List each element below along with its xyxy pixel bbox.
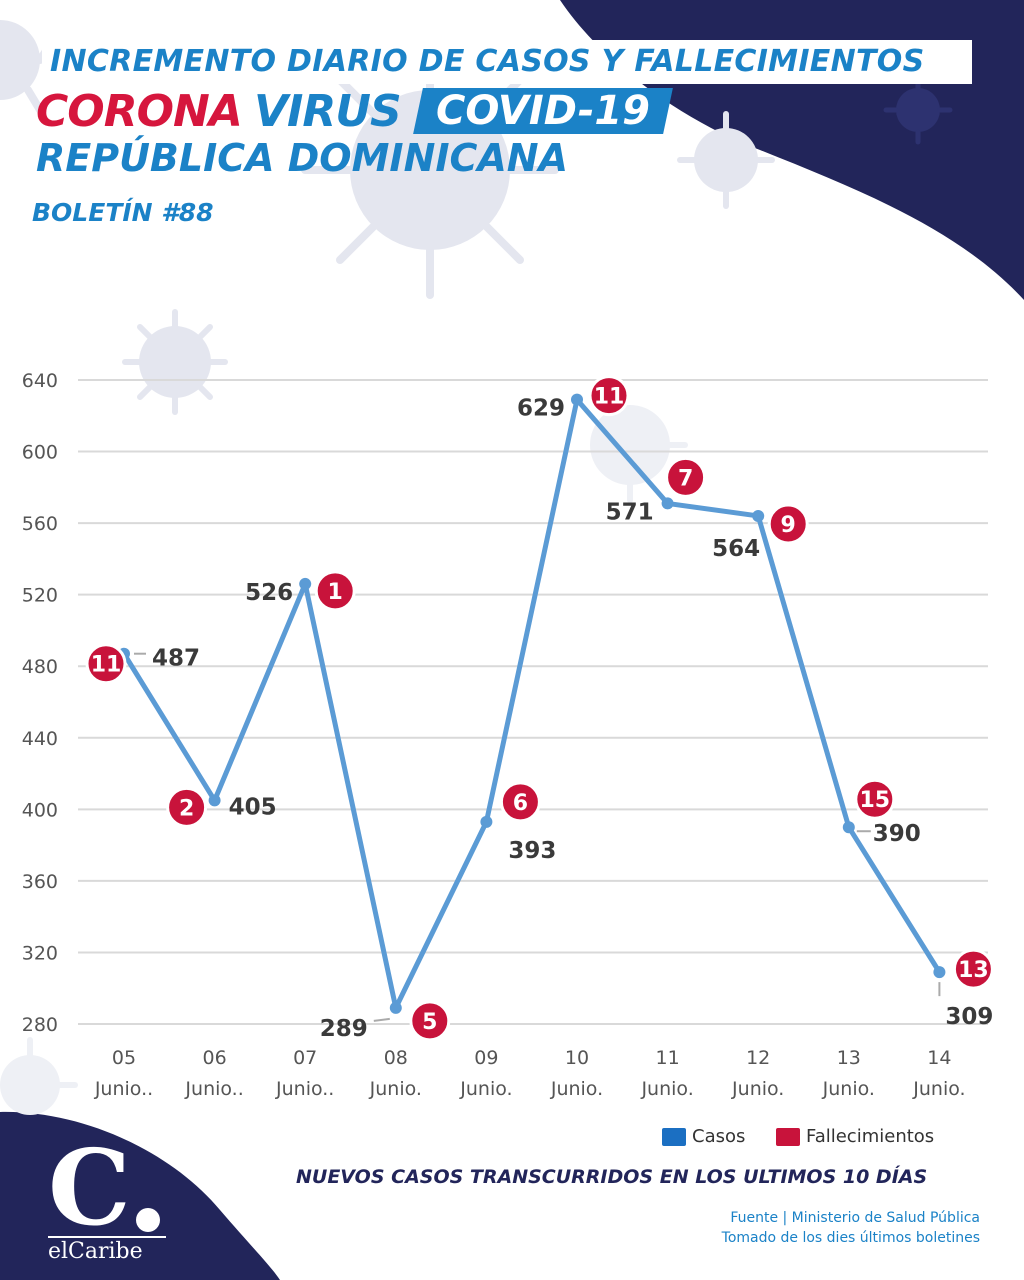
- virus-icon-right: [677, 111, 775, 209]
- country-heading: REPÚBLICA DOMINICANA: [36, 136, 569, 180]
- death-badge: [499, 781, 541, 823]
- case-data-label: 629: [517, 396, 565, 422]
- death-badge: [166, 786, 208, 828]
- cases-point: [571, 393, 583, 406]
- cases-point: [842, 821, 855, 834]
- death-data-label: 11: [594, 385, 625, 410]
- cases-point: [752, 509, 765, 522]
- death-data-label: 5: [422, 1010, 437, 1035]
- x-tick-label-day: 06: [203, 1047, 227, 1069]
- elcaribe-logo-letter: C: [48, 1126, 131, 1249]
- y-tick-label: 360: [22, 871, 58, 893]
- y-tick-label: 440: [22, 728, 58, 750]
- x-tick-label-day: 12: [746, 1047, 770, 1069]
- death-data-label: 9: [781, 513, 796, 538]
- y-tick-label: 560: [22, 513, 58, 535]
- virus-icon-navy: [883, 75, 953, 145]
- death-data-label: 11: [91, 653, 122, 678]
- case-data-label: 393: [508, 838, 556, 864]
- source-note: Tomado de los dies últimos boletines: [721, 1230, 980, 1246]
- x-tick-label-day: 09: [474, 1047, 498, 1069]
- x-tick-label-month: Junio.: [369, 1078, 422, 1100]
- x-tick-label-month: Junio..: [275, 1078, 334, 1100]
- y-tick-label: 640: [22, 370, 58, 392]
- source-credit: Fuente | Ministerio de Salud Pública: [730, 1210, 980, 1226]
- cases-point: [933, 966, 946, 979]
- x-tick-label-day: 08: [384, 1047, 408, 1069]
- death-badge: [314, 570, 356, 612]
- x-tick-label-day: 07: [293, 1047, 317, 1069]
- x-tick-label-month: Junio.: [822, 1078, 875, 1100]
- case-data-label: 564: [712, 536, 760, 562]
- coronavirus-banner: CORONA VIRUS COVID-19: [36, 86, 673, 138]
- cases-point: [299, 577, 312, 590]
- death-badge: [409, 1000, 451, 1042]
- virus-icon-chart-bg: [590, 405, 688, 503]
- x-tick-label-month: Junio..: [184, 1078, 243, 1100]
- elcaribe-logo-wordmark: elCaribe: [48, 1236, 166, 1266]
- chart-caption: NUEVOS CASOS TRANSCURRIDOS EN LOS ULTIMO…: [296, 1166, 928, 1188]
- legend-label-cases: Casos: [692, 1126, 746, 1147]
- case-data-label: 526: [245, 580, 293, 606]
- x-tick-label-day: 13: [837, 1047, 861, 1069]
- death-data-label: 6: [513, 791, 528, 816]
- x-tick-label-day: 10: [565, 1047, 589, 1069]
- cases-point: [661, 497, 674, 510]
- death-data-label: 2: [179, 796, 194, 821]
- x-tick-label-month: Junio.: [459, 1078, 512, 1100]
- x-tick-label-month: Junio..: [94, 1078, 153, 1100]
- legend-swatch-deaths: [776, 1128, 800, 1146]
- y-tick-label: 480: [22, 656, 58, 678]
- virus-icon-bottom: [0, 1037, 78, 1115]
- y-tick-label: 520: [22, 585, 58, 607]
- death-data-label: 13: [958, 958, 989, 983]
- cases-point: [389, 1001, 402, 1014]
- case-label-leader: [373, 1017, 390, 1022]
- y-tick-label: 320: [22, 942, 58, 964]
- y-tick-label: 600: [22, 442, 58, 464]
- death-badge: [952, 948, 994, 990]
- y-tick-label: 400: [22, 799, 58, 821]
- case-data-label: 487: [152, 646, 200, 672]
- legend-label-deaths: Fallecimientos: [806, 1126, 935, 1147]
- death-data-label: 1: [328, 580, 343, 605]
- case-data-label: 405: [229, 794, 277, 820]
- case-data-label: 309: [945, 1004, 993, 1030]
- infographic-title: INCREMENTO DIARIO DE CASOS Y FALLECIMIEN…: [42, 40, 972, 84]
- death-badge: [588, 375, 630, 417]
- bulletin-number: BOLETÍN #88: [32, 198, 214, 227]
- x-tick-label-month: Junio.: [550, 1078, 603, 1100]
- death-data-label: 15: [859, 788, 890, 813]
- x-tick-label-day: 11: [656, 1047, 680, 1069]
- death-badge: [665, 456, 707, 498]
- corona-word: CORONA: [36, 86, 243, 137]
- x-tick-label-month: Junio.: [912, 1078, 965, 1100]
- cases-series-line: [121, 397, 942, 1011]
- death-badge: [854, 778, 896, 820]
- virus-word: VIRUS: [254, 86, 402, 137]
- death-badge: [767, 503, 809, 545]
- death-data-label: 7: [678, 466, 693, 491]
- x-tick-label-day: 05: [112, 1047, 136, 1069]
- legend-swatch-cases: [662, 1128, 686, 1146]
- x-tick-label-day: 14: [927, 1047, 951, 1069]
- cases-point: [480, 815, 493, 828]
- case-data-label: 289: [320, 1016, 368, 1042]
- elcaribe-logo-dot: [136, 1208, 160, 1232]
- cases-point: [208, 794, 221, 807]
- x-tick-label-month: Junio.: [640, 1078, 693, 1100]
- case-data-label: 390: [873, 821, 921, 847]
- death-badge: [85, 643, 127, 685]
- x-tick-label-month: Junio.: [731, 1078, 784, 1100]
- case-data-label: 571: [606, 499, 654, 525]
- y-tick-label: 280: [22, 1014, 58, 1036]
